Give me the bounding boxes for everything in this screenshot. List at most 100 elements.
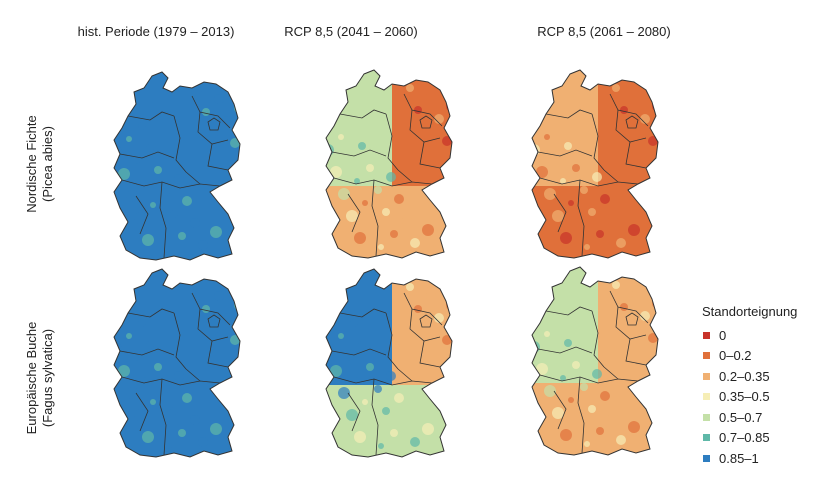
map-texture (402, 415, 412, 425)
map-texture (520, 319, 532, 331)
map-texture (406, 283, 414, 291)
map-texture (434, 313, 444, 323)
map-texture (576, 222, 582, 228)
map-texture (166, 246, 172, 252)
map-texture (222, 313, 232, 323)
map-texture (178, 232, 186, 240)
state-border (331, 348, 387, 356)
state-border (159, 181, 167, 259)
map-texture (430, 246, 442, 258)
map-texture (580, 186, 588, 194)
legend-item: 0.35–0.5 (702, 387, 797, 408)
state-border (625, 312, 639, 326)
legend: Standorteignung 0 0–0.2 0.2–0.35 0.35–0.… (702, 304, 797, 469)
map-texture (398, 451, 406, 457)
state-border (135, 195, 149, 235)
map-texture (234, 299, 240, 311)
map-texture (584, 441, 590, 447)
map-texture (552, 407, 564, 419)
map-fill (532, 70, 658, 258)
state-border (119, 151, 175, 159)
state-border (553, 193, 567, 233)
map-texture (430, 445, 442, 457)
state-border (625, 115, 639, 129)
map-texture (134, 409, 146, 421)
map-texture (640, 311, 650, 321)
map-texture (174, 371, 184, 381)
map-texture (596, 230, 604, 238)
map-texture (378, 443, 384, 449)
state-border (185, 171, 201, 185)
map-texture (198, 437, 208, 447)
map-texture (186, 451, 194, 457)
column-title-2041-2060: RCP 8,5 (2041 – 2060) (284, 24, 418, 39)
map-texture (182, 196, 192, 206)
map-texture (330, 112, 336, 118)
map-texture (210, 327, 218, 335)
map-texture (604, 449, 612, 455)
state-border (419, 314, 433, 328)
map-texture (628, 325, 636, 333)
map-texture (584, 244, 590, 250)
map-texture (146, 144, 154, 152)
state-border (625, 141, 647, 169)
map-texture (314, 321, 326, 333)
map-texture (374, 385, 382, 393)
map-texture (390, 429, 398, 437)
map-texture (636, 443, 648, 455)
map-texture (536, 166, 548, 178)
map-region (532, 267, 598, 393)
legend-label: 0.85–1 (719, 450, 759, 466)
map-texture (544, 188, 556, 200)
map-texture (426, 291, 436, 301)
map-texture (628, 421, 640, 433)
map-fill (314, 70, 452, 258)
map-texture (102, 124, 114, 136)
map-texture (390, 230, 398, 238)
map-texture (326, 343, 334, 355)
map-texture (438, 277, 450, 289)
map-texture (166, 443, 172, 449)
map-texture (226, 80, 238, 92)
map-texture (226, 277, 238, 289)
state-border (207, 314, 221, 328)
map-texture (118, 311, 124, 317)
map-texture (410, 437, 420, 447)
state-border (577, 376, 585, 454)
map-texture (568, 397, 574, 403)
state-border (385, 113, 399, 171)
map-texture (358, 142, 366, 150)
state-border (207, 143, 229, 171)
state-border (191, 95, 231, 129)
map-texture (394, 194, 404, 204)
map-texture (520, 265, 526, 271)
map-texture (126, 136, 132, 142)
map-texture (600, 391, 610, 401)
state-border (545, 306, 593, 316)
map-texture (154, 166, 162, 174)
state-border (173, 312, 187, 370)
map-texture (386, 275, 392, 281)
country-outline (531, 69, 659, 259)
map-texture (532, 144, 540, 156)
map-texture (656, 158, 658, 168)
state-border (135, 392, 149, 432)
legend-label: 0.35–0.5 (719, 389, 770, 405)
map-texture (418, 269, 428, 279)
legend-item: 0.7–0.85 (702, 428, 797, 449)
map-texture (138, 319, 146, 327)
map-texture (206, 72, 216, 82)
map-texture (330, 365, 342, 377)
map-texture (652, 297, 658, 309)
row-latin-fagus: (Fagus sylvatica) (40, 328, 55, 428)
map-texture (114, 146, 122, 158)
map-texture (118, 168, 130, 180)
map-texture (314, 122, 326, 134)
map-texture (394, 393, 404, 403)
map-texture (202, 108, 210, 116)
state-border (603, 366, 619, 380)
state-border (615, 306, 647, 340)
map-texture (446, 100, 452, 112)
map-texture (382, 208, 390, 216)
state-border (403, 93, 443, 127)
